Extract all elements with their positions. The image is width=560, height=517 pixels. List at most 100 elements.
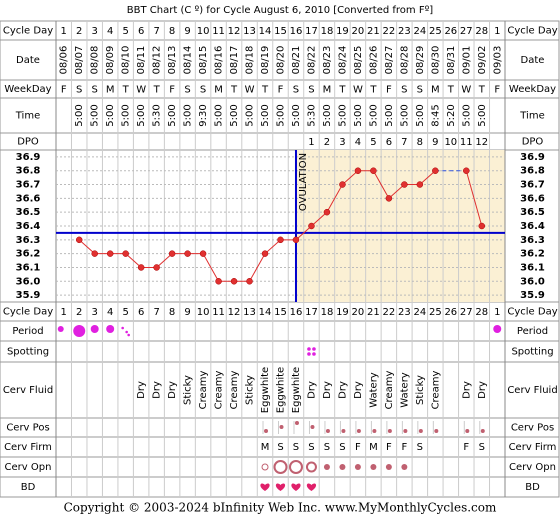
weekday: F — [278, 85, 284, 96]
row-band — [0, 456, 560, 478]
row-label: Cycle Day — [3, 26, 53, 37]
weekday: S — [417, 85, 423, 96]
cerv-pos — [325, 429, 330, 433]
cerv-opn — [305, 461, 317, 473]
weekday: T — [447, 85, 455, 96]
row-label: DPO — [522, 137, 544, 148]
bd-heart — [306, 483, 317, 491]
row-label: Cycle Day — [507, 26, 557, 37]
cerv-firm: S — [417, 442, 423, 453]
row-label: Period — [517, 326, 548, 337]
time: 5:00 — [322, 104, 333, 126]
temp-point — [215, 278, 222, 285]
row-label: Time — [15, 111, 40, 122]
bd-heart — [291, 483, 301, 491]
cycle-day: 17 — [305, 307, 318, 318]
cycle-day: 16 — [290, 307, 303, 318]
spotting-dot — [312, 347, 316, 351]
temp-point — [308, 222, 315, 230]
cerv-pos — [264, 429, 269, 433]
weekday: S — [76, 85, 82, 96]
weekday: F — [494, 85, 500, 96]
time: 5:00 — [399, 104, 410, 126]
cerv-pos — [341, 429, 346, 433]
cerv-pos — [372, 429, 377, 433]
date: 08/13 — [167, 46, 178, 75]
row-band — [0, 39, 560, 81]
period-dot — [493, 325, 502, 333]
cerv-fluid: Eggwhite — [276, 367, 287, 413]
time: 5:00 — [353, 104, 364, 126]
y-tick-label: 36.6 — [16, 193, 41, 204]
cerv-pos — [294, 421, 299, 425]
y-tick-label: 36.9 — [16, 152, 41, 163]
row-band — [0, 340, 560, 363]
cycle-day: 2 — [76, 26, 82, 37]
date: 08/16 — [214, 46, 225, 75]
cerv-fluid: Sticky — [245, 375, 256, 405]
row-label: Date — [521, 55, 545, 66]
cerv-opn — [288, 460, 303, 474]
date: 08/11 — [136, 46, 147, 75]
time: 5:00 — [74, 104, 85, 126]
period-dot — [90, 325, 99, 333]
cycle-day: 20 — [352, 26, 365, 37]
weekday: S — [401, 85, 407, 96]
cycle-day: 1 — [61, 26, 67, 37]
cycle-day: 7 — [153, 26, 159, 37]
chart-title: BBT Chart (C º) for Cycle August 6, 2010… — [127, 5, 434, 16]
cerv-opn — [385, 464, 392, 470]
weekday: M — [323, 85, 332, 96]
period-dot — [106, 325, 115, 333]
temp-point — [354, 167, 362, 174]
cycle-day: 9 — [184, 26, 190, 37]
row-label: Cerv Fluid — [507, 385, 557, 396]
time: 5:00 — [337, 104, 348, 126]
date: 08/21 — [291, 46, 302, 75]
cerv-fluid: Dry — [477, 381, 488, 399]
row-label: Time — [519, 111, 544, 122]
row-label: Cerv Fluid — [3, 385, 53, 396]
cerv-opn — [273, 460, 288, 474]
cerv-fluid: Dry — [461, 381, 472, 399]
cycle-day: 20 — [352, 307, 365, 318]
weekday: T — [230, 85, 238, 96]
date: 08/29 — [415, 46, 426, 75]
footer: Copyright © 2003-2024 bInfinity Web Inc.… — [64, 501, 497, 515]
cycle-day: 27 — [460, 307, 473, 318]
cycle-day: 26 — [444, 307, 457, 318]
date: 08/15 — [198, 46, 209, 75]
weekday: W — [245, 85, 255, 96]
cycle-day: 15 — [274, 307, 287, 318]
temp-point — [323, 208, 331, 216]
time: 5:00 — [90, 104, 101, 126]
weekday: W — [136, 85, 146, 96]
temp-point — [277, 236, 284, 244]
time: 9:30 — [198, 104, 209, 126]
cycle-day: 10 — [197, 26, 210, 37]
temp-point — [370, 167, 377, 174]
cerv-firm: S — [293, 442, 299, 453]
y-tick-label: 36.6 — [520, 193, 545, 204]
temp-point — [230, 278, 238, 285]
row-label: DPO — [17, 137, 39, 148]
cerv-pos — [356, 429, 361, 433]
temp-point — [75, 236, 83, 244]
date: 08/17 — [229, 46, 240, 75]
weekday: S — [184, 85, 190, 96]
cycle-day: 18 — [321, 307, 334, 318]
time: 5:00 — [245, 104, 256, 126]
cycle-day: 28 — [475, 26, 488, 37]
row-label: BD — [21, 482, 36, 493]
cycle-day: 23 — [398, 307, 411, 318]
row-label: Cerv Pos — [6, 423, 49, 434]
cycle-day: 6 — [138, 307, 144, 318]
cerv-fluid: Watery — [368, 372, 379, 408]
date: 08/06 — [59, 46, 70, 75]
dpo: 7 — [401, 137, 407, 148]
date: 08/24 — [337, 46, 348, 75]
y-tick-label: 36.2 — [16, 249, 41, 260]
spotting-dot — [307, 347, 311, 351]
row-label: Cycle Day — [507, 307, 557, 318]
